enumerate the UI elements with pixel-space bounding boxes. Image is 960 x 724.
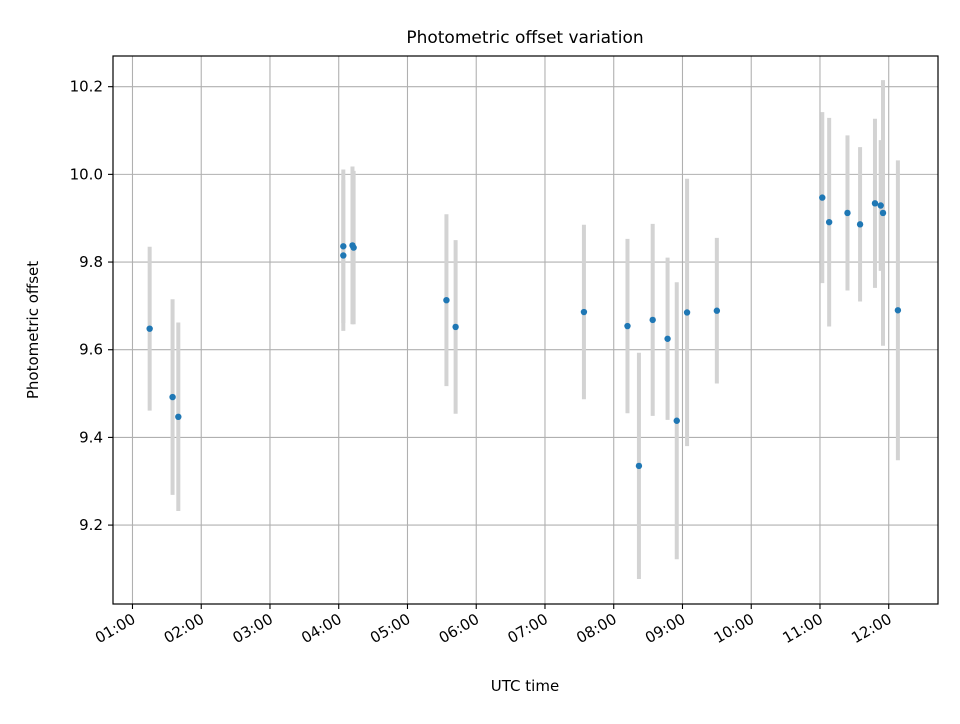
data-point <box>664 335 671 342</box>
point-layer <box>146 194 902 470</box>
y-tick-label: 9.2 <box>79 516 103 534</box>
data-point <box>877 202 884 209</box>
y-tick-label: 9.4 <box>79 428 103 446</box>
plot-frame <box>112 55 939 605</box>
data-point <box>844 209 851 217</box>
y-tick-label: 10.0 <box>70 165 103 183</box>
data-point <box>624 322 631 330</box>
data-point <box>340 243 347 250</box>
data-point <box>825 218 833 226</box>
data-point <box>350 244 357 251</box>
data-point <box>146 325 153 332</box>
data-point <box>443 296 450 304</box>
chart-title: Photometric offset variation <box>406 28 643 48</box>
data-point <box>894 307 902 314</box>
data-point <box>713 307 721 314</box>
data-point <box>819 194 826 201</box>
y-axis: 9.2 9.4 9.6 9.8 10.0 10.2 <box>70 78 113 534</box>
y-tick-label: 9.8 <box>79 253 103 271</box>
data-point <box>673 417 680 424</box>
data-point <box>871 200 879 207</box>
x-axis-label: UTC time <box>491 677 559 695</box>
data-point <box>169 393 176 401</box>
data-point <box>635 462 643 470</box>
data-point <box>649 316 656 324</box>
data-point <box>580 308 588 316</box>
data-point <box>175 413 182 421</box>
y-axis-label: Photometric offset <box>24 261 42 399</box>
y-tick-label: 9.6 <box>79 341 103 359</box>
data-point <box>879 209 887 217</box>
data-point <box>856 221 864 228</box>
data-point <box>340 252 347 259</box>
y-tick-label: 10.2 <box>70 78 103 96</box>
data-point <box>452 323 459 331</box>
data-point <box>683 309 691 316</box>
grid-layer <box>113 56 938 604</box>
